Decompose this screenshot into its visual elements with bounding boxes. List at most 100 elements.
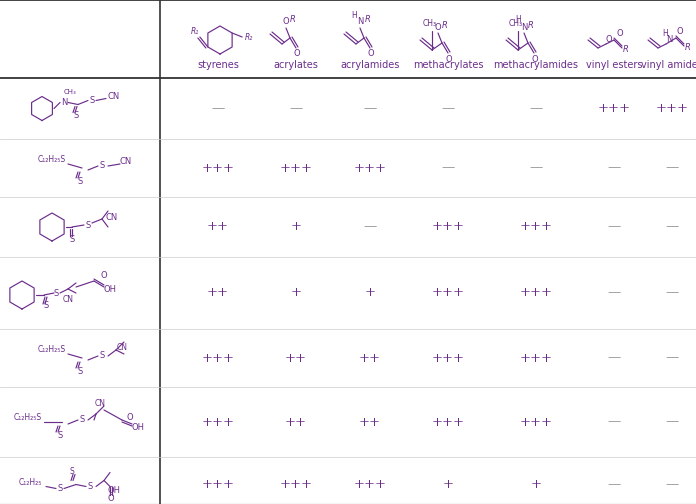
Text: N: N bbox=[61, 98, 68, 107]
Text: +++: +++ bbox=[202, 161, 235, 174]
Text: —: — bbox=[665, 286, 679, 299]
Text: CN: CN bbox=[120, 157, 132, 166]
Text: CN: CN bbox=[63, 294, 74, 303]
Text: S: S bbox=[77, 176, 83, 185]
Text: —: — bbox=[441, 102, 454, 115]
Text: C₁₂H₂₅: C₁₂H₂₅ bbox=[18, 478, 42, 487]
Text: +: + bbox=[290, 221, 301, 233]
Text: ++: ++ bbox=[207, 221, 229, 233]
Text: —: — bbox=[608, 221, 621, 233]
Text: —: — bbox=[608, 478, 621, 491]
Text: O: O bbox=[283, 18, 290, 27]
Text: O: O bbox=[435, 23, 441, 31]
Text: +++: +++ bbox=[202, 478, 235, 491]
Text: H: H bbox=[351, 11, 357, 20]
Text: methacrylates: methacrylates bbox=[413, 60, 483, 70]
Text: R: R bbox=[442, 21, 448, 30]
Text: styrenes: styrenes bbox=[197, 60, 239, 70]
Text: —: — bbox=[665, 415, 679, 428]
Text: —: — bbox=[608, 161, 621, 174]
Text: ++: ++ bbox=[207, 286, 229, 299]
Text: —: — bbox=[530, 102, 543, 115]
Text: —: — bbox=[441, 161, 454, 174]
Text: CH₃: CH₃ bbox=[63, 90, 77, 95]
Text: +++: +++ bbox=[432, 415, 464, 428]
Text: vinyl esters: vinyl esters bbox=[586, 60, 642, 70]
Text: +++: +++ bbox=[519, 286, 553, 299]
Text: O: O bbox=[617, 30, 624, 38]
Text: ++: ++ bbox=[285, 415, 307, 428]
Text: O: O bbox=[677, 27, 683, 35]
Text: N: N bbox=[357, 18, 363, 27]
Text: vinyl amides: vinyl amides bbox=[641, 60, 696, 70]
Text: CN: CN bbox=[108, 92, 120, 101]
Text: CH₃: CH₃ bbox=[423, 19, 437, 28]
Text: S: S bbox=[73, 111, 79, 120]
Text: +++: +++ bbox=[519, 221, 553, 233]
Text: O: O bbox=[108, 494, 114, 503]
Text: +++: +++ bbox=[519, 351, 553, 364]
Text: —: — bbox=[212, 102, 225, 115]
Text: R: R bbox=[365, 16, 371, 25]
Text: O: O bbox=[127, 412, 134, 421]
Text: ++: ++ bbox=[285, 351, 307, 364]
Text: S: S bbox=[100, 351, 104, 360]
Text: +++: +++ bbox=[432, 286, 464, 299]
Text: —: — bbox=[608, 351, 621, 364]
Text: C₁₂H₂₅S: C₁₂H₂₅S bbox=[38, 156, 66, 164]
Text: CN: CN bbox=[106, 213, 118, 221]
Text: +++: +++ bbox=[432, 221, 464, 233]
Text: ++: ++ bbox=[359, 351, 381, 364]
Text: CN: CN bbox=[116, 344, 127, 352]
Text: R: R bbox=[290, 16, 296, 25]
Text: O: O bbox=[101, 271, 107, 280]
Text: +++: +++ bbox=[354, 161, 386, 174]
Text: —: — bbox=[665, 221, 679, 233]
Text: S: S bbox=[88, 482, 93, 491]
Text: S: S bbox=[86, 221, 90, 229]
Text: C₁₂H₂₅S: C₁₂H₂₅S bbox=[14, 413, 42, 422]
Text: methacrylamides: methacrylamides bbox=[493, 60, 578, 70]
Text: O: O bbox=[532, 54, 538, 64]
Text: —: — bbox=[665, 351, 679, 364]
Text: ++: ++ bbox=[359, 415, 381, 428]
Text: +: + bbox=[530, 478, 541, 491]
Text: R: R bbox=[685, 42, 691, 51]
Text: S: S bbox=[57, 484, 63, 493]
Text: +++: +++ bbox=[202, 415, 235, 428]
Text: +++: +++ bbox=[280, 478, 313, 491]
Text: +++: +++ bbox=[519, 415, 553, 428]
Text: —: — bbox=[608, 286, 621, 299]
Text: acrylates: acrylates bbox=[274, 60, 319, 70]
Text: —: — bbox=[290, 102, 303, 115]
Text: S: S bbox=[54, 288, 58, 297]
Text: —: — bbox=[363, 221, 377, 233]
Text: CH₃: CH₃ bbox=[509, 19, 523, 28]
Text: S: S bbox=[57, 430, 63, 439]
Text: O: O bbox=[294, 49, 300, 58]
Text: +: + bbox=[290, 286, 301, 299]
Text: —: — bbox=[363, 102, 377, 115]
Text: +: + bbox=[443, 478, 454, 491]
Text: N: N bbox=[521, 23, 527, 31]
Text: S: S bbox=[43, 301, 49, 310]
Text: +++: +++ bbox=[432, 351, 464, 364]
Text: +++: +++ bbox=[202, 351, 235, 364]
Text: —: — bbox=[608, 415, 621, 428]
Text: +++: +++ bbox=[656, 102, 688, 115]
Text: +++: +++ bbox=[280, 161, 313, 174]
Text: OH: OH bbox=[104, 284, 116, 293]
Text: S: S bbox=[70, 234, 74, 243]
Text: S: S bbox=[79, 415, 85, 424]
Text: O: O bbox=[445, 54, 452, 64]
Text: S: S bbox=[70, 467, 74, 476]
Text: —: — bbox=[665, 161, 679, 174]
Text: CN: CN bbox=[95, 400, 106, 409]
Text: —: — bbox=[530, 161, 543, 174]
Text: S: S bbox=[77, 366, 83, 375]
Text: +++: +++ bbox=[597, 102, 631, 115]
Text: O: O bbox=[606, 35, 612, 44]
Text: S: S bbox=[89, 96, 95, 105]
Text: R₁: R₁ bbox=[191, 27, 199, 35]
Text: H: H bbox=[515, 16, 521, 25]
